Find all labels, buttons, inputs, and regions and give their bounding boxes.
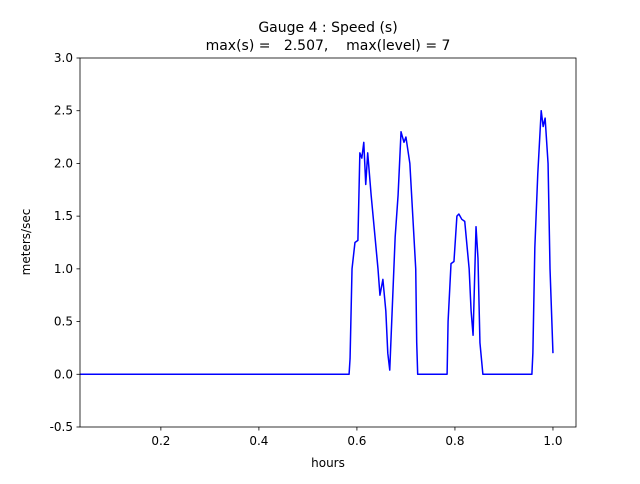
x-tick-label: 0.4 xyxy=(249,434,268,448)
y-tick-label: 2.0 xyxy=(54,156,73,170)
y-tick-label: 1.5 xyxy=(54,209,73,223)
y-tick-label: 0.0 xyxy=(54,367,73,381)
y-tick-label: 2.5 xyxy=(54,104,73,118)
x-tick-label: 0.2 xyxy=(151,434,170,448)
x-tick-label: 0.6 xyxy=(347,434,366,448)
chart-title: Gauge 4 : Speed (s) xyxy=(258,20,397,36)
data-line xyxy=(80,109,554,376)
y-tick-label: 3.0 xyxy=(54,51,73,65)
chart-subtitle: max(s) = 2.507, max(level) = 7 xyxy=(206,38,451,54)
x-tick-label: 0.8 xyxy=(445,434,464,448)
x-tick-label: 1.0 xyxy=(543,434,562,448)
y-tick-label: 1.0 xyxy=(54,262,73,276)
y-tick-label: -0.5 xyxy=(50,420,73,434)
plot-frame xyxy=(79,57,577,428)
y-axis-label: meters/sec xyxy=(19,209,33,276)
y-tick-label: 0.5 xyxy=(54,315,73,329)
x-axis-label: hours xyxy=(311,456,345,470)
